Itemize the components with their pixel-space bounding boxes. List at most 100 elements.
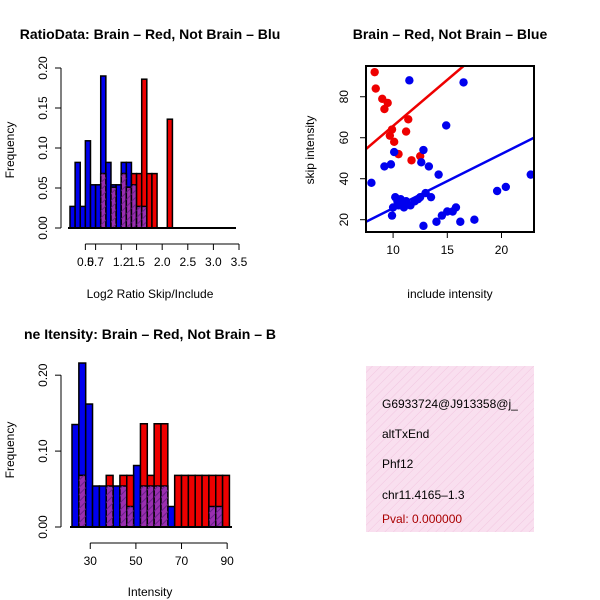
scatter-x-tick-label-1: 15 <box>441 243 455 257</box>
scatter-not-brain-point-5 <box>389 147 399 157</box>
pval-text: Pval: 0.000000 <box>382 512 462 526</box>
intensity-x-tick-label-0: 30 <box>84 554 98 568</box>
ratio-brain-bars <box>99 78 174 229</box>
ratio-x-tick-label-0: 0.5 <box>77 255 94 269</box>
ratio-not-brain-bar-0 <box>69 205 76 229</box>
scatter-brain-fit-line <box>366 66 465 150</box>
intensity-y-tick-label-0: 0.00 <box>36 515 50 539</box>
intensity-overlap-hatch-3 <box>126 506 134 527</box>
scatter-not-brain-point-31 <box>459 78 468 87</box>
scatter-not-brain-point-1 <box>380 162 389 171</box>
scatter-not-brain-point-0 <box>367 178 376 188</box>
ratio-overlap-hatch-1 <box>110 187 117 228</box>
ratio-overlap-hatch-6 <box>141 206 147 228</box>
intensity-x-tick-label-3: 90 <box>220 554 234 568</box>
scatter-not-brain-point-32 <box>470 215 479 224</box>
intensity-y-axis: 0.00 0.10 0.20 <box>36 363 62 539</box>
scatter-not-brain-point-13 <box>405 76 414 85</box>
intensity-y-tick-label-1: 0.10 <box>36 439 50 463</box>
intensity-not-brain-bar-14 <box>167 505 176 528</box>
scatter-not-brain-point-19 <box>419 145 428 155</box>
intensity-overlap-hatch-6 <box>154 486 161 527</box>
intensity-overlap-hatch-0 <box>78 475 86 527</box>
intensity-y-tick-label-2: 0.20 <box>36 363 50 387</box>
intensity-x-axis: 30 50 70 90 <box>84 542 234 568</box>
scatter-x-tick-label-2: 20 <box>495 243 509 257</box>
scatter-plot-box <box>365 65 535 233</box>
location-text: chr11.4165–1.3 <box>382 488 465 502</box>
scatter-y-label: skip intensity <box>303 116 317 185</box>
ratio-y-axis: 0.00 0.05 0.10 0.15 0.20 <box>36 56 62 240</box>
ratio-overlap-hatch-0 <box>100 173 106 228</box>
intensity-brain-bar-8 <box>173 474 183 528</box>
scatter-not-brain-point-35 <box>526 170 534 179</box>
scatter-not-brain-point-3 <box>387 211 397 220</box>
intensity-brain-bar-9 <box>180 474 190 528</box>
ratio-not-brain-bar-3 <box>84 140 92 229</box>
intensity-x-label: Intensity <box>128 585 173 599</box>
ratio-x-label: Log2 Ratio Skip/Include <box>87 287 214 301</box>
event-info-panel: G6933724@J913358@j_ altTxEnd Phf12 chr11… <box>366 366 534 532</box>
intensity-brain-bar-15 <box>221 474 231 528</box>
intensity-overlap-hatch-7 <box>160 486 168 527</box>
scatter-not-brain-point-29 <box>451 203 461 212</box>
ratio-overlap-hatch-4 <box>131 184 137 228</box>
ratio-histogram-title: RatioData: Brain – Red, Not Brain – Blu <box>20 26 281 42</box>
intensity-overlap-hatch-14 <box>215 506 223 527</box>
intensity-y-label: Frequency <box>3 422 17 479</box>
scatter-not-brain-point-23 <box>432 217 441 226</box>
ratio-y-label: Frequency <box>3 122 17 179</box>
ratio-y-tick-label-2: 0.10 <box>36 136 50 160</box>
ratio-x-minor-tick-label-2: 2.0 <box>154 255 171 269</box>
ratio-x-tick-label-2: 2.5 <box>179 255 196 269</box>
scatter-not-brain-point-30 <box>456 217 465 226</box>
ratio-brain-bar-8 <box>151 172 158 229</box>
info-panel-hatch <box>366 366 534 532</box>
intensity-brain-bar-11 <box>194 474 203 528</box>
ratio-histogram-panel: RatioData: Brain – Red, Not Brain – Blu … <box>3 26 280 301</box>
scatter-brain-point-0 <box>370 67 379 77</box>
ratio-y-tick-label-3: 0.15 <box>36 96 50 120</box>
intensity-not-brain-bar-9 <box>132 464 142 528</box>
scatter-not-brain-point-18 <box>417 158 426 167</box>
scatter-not-brain-fit-line <box>366 136 534 223</box>
ratio-overlap-hatch-2 <box>121 173 127 228</box>
ratio-not-brain-bar-4 <box>89 184 97 229</box>
gene-name-text: Phf12 <box>382 457 414 471</box>
scatter-brain-point-1 <box>371 84 380 93</box>
intensity-overlap-hatch-5 <box>147 486 155 527</box>
ratio-x-minor-tick-label-1: 1.2 <box>113 255 130 269</box>
intensity-not-brain-bar-2 <box>84 403 94 528</box>
intensity-not-brain-bar-0 <box>71 423 80 528</box>
scatter-y-axis: 20 40 60 80 <box>337 90 366 227</box>
scatter-not-brain-point-22 <box>426 192 436 202</box>
ratio-brain-bar-9 <box>166 118 174 229</box>
scatter-not-brain-point-34 <box>501 182 511 192</box>
scatter-y-tick-label-0: 20 <box>337 213 351 227</box>
intensity-overlap-hatch-13 <box>208 506 216 527</box>
scatter-title: Brain – Red, Not Brain – Blue <box>353 26 548 42</box>
ratio-y-tick-label-0: 0.00 <box>36 216 50 240</box>
ratio-not-brain-bar-1 <box>74 161 81 229</box>
scatter-x-axis: 10 15 20 <box>386 232 508 257</box>
ratio-x-minor-tick-label-0: 0.7 <box>87 255 104 269</box>
scatter-not-brain-point-26 <box>442 121 451 130</box>
ratio-overlap-hatch-5 <box>136 206 142 228</box>
intensity-scatter-panel: Brain – Red, Not Brain – Blue 20 40 60 80 1… <box>303 26 547 301</box>
ratio-y-tick-label-4: 0.20 <box>36 56 50 80</box>
ratio-not-brain-bar-7 <box>105 161 112 229</box>
ratio-overlap-hatch-3 <box>126 187 132 228</box>
scatter-points <box>367 67 534 231</box>
scatter-y-tick-label-2: 60 <box>337 131 351 145</box>
scatter-not-brain-point-2 <box>386 160 396 169</box>
scatter-brain-point-11 <box>407 156 416 165</box>
event-type-text: altTxEnd <box>382 427 429 441</box>
scatter-brain-point-4 <box>383 98 392 108</box>
intensity-not-brain-bar-4 <box>98 485 107 528</box>
intensity-overlap-hatch-1 <box>106 486 114 527</box>
ratio-brain-bar-7 <box>146 172 153 229</box>
scatter-not-brain-point-21 <box>424 162 434 171</box>
ratio-x-tick-label-3: 3.5 <box>231 255 248 269</box>
scatter-brain-point-7 <box>389 137 399 147</box>
